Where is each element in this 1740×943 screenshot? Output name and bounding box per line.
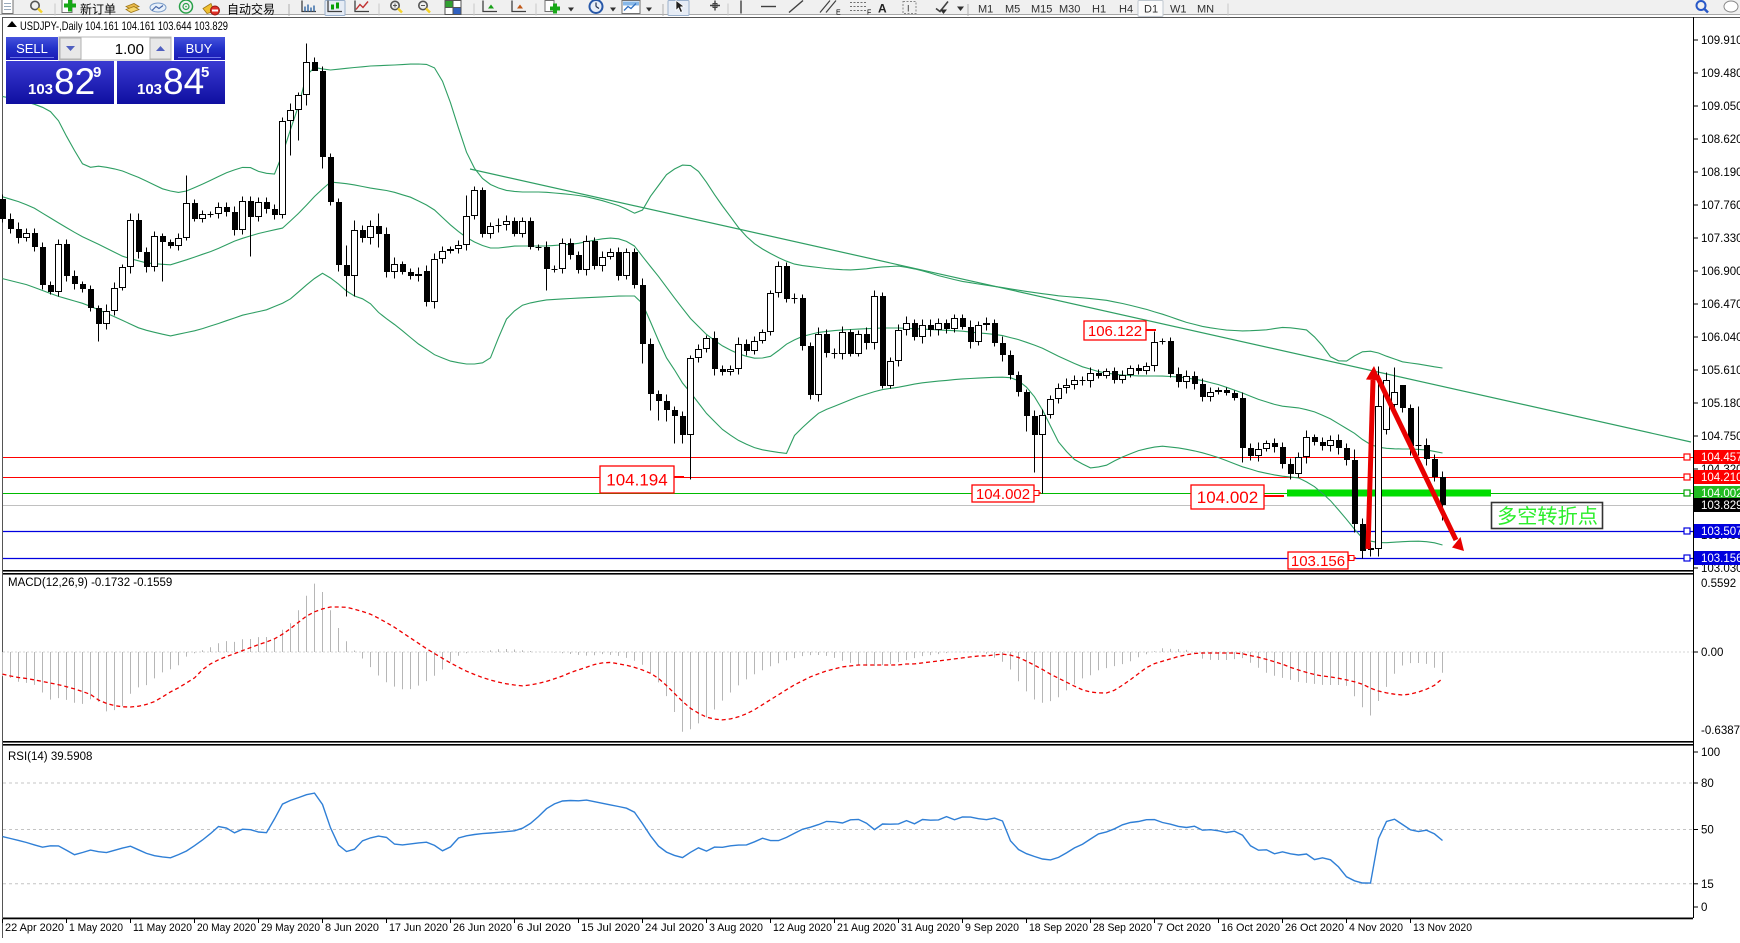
svg-text:31 Aug 2020: 31 Aug 2020 <box>901 922 960 934</box>
svg-text:新订单: 新订单 <box>80 2 116 17</box>
svg-text:F: F <box>867 10 871 17</box>
svg-text:3 Aug 2020: 3 Aug 2020 <box>709 922 763 934</box>
svg-text:M30: M30 <box>1059 4 1080 16</box>
svg-text:109.050: 109.050 <box>1701 101 1740 113</box>
svg-text:104.210: 104.210 <box>1701 472 1740 484</box>
svg-text:多空转折点: 多空转折点 <box>1497 505 1598 528</box>
svg-text:29 May 2020: 29 May 2020 <box>261 922 320 934</box>
svg-text:104.750: 104.750 <box>1701 431 1740 443</box>
svg-text:24 Jul 2020: 24 Jul 2020 <box>645 922 704 934</box>
svg-text:M15: M15 <box>1031 4 1052 16</box>
svg-text:103: 103 <box>28 81 53 98</box>
svg-text:13 Nov 2020: 13 Nov 2020 <box>1413 922 1472 934</box>
svg-text:M5: M5 <box>1005 4 1020 16</box>
svg-text:105.180: 105.180 <box>1701 398 1740 410</box>
svg-text:17 Jun 2020: 17 Jun 2020 <box>389 922 448 934</box>
svg-text:15: 15 <box>1701 879 1714 891</box>
svg-text:107.760: 107.760 <box>1701 200 1740 212</box>
svg-text:0.5592: 0.5592 <box>1701 578 1736 590</box>
svg-text:105.610: 105.610 <box>1701 365 1740 377</box>
svg-text:0: 0 <box>1701 902 1707 914</box>
svg-text:107.330: 107.330 <box>1701 233 1740 245</box>
svg-text:104.002: 104.002 <box>976 486 1030 503</box>
svg-text:0.00: 0.00 <box>1701 647 1723 659</box>
svg-text:MACD(12,26,9) -0.1732 -0.1559: MACD(12,26,9) -0.1732 -0.1559 <box>8 577 172 589</box>
svg-text:20 May 2020: 20 May 2020 <box>197 922 256 934</box>
svg-text:106.122: 106.122 <box>1088 323 1142 340</box>
svg-text:103.156: 103.156 <box>1291 553 1345 570</box>
svg-text:MN: MN <box>1197 4 1214 16</box>
svg-text:103.156: 103.156 <box>1701 553 1740 565</box>
svg-text:SELL: SELL <box>16 41 48 56</box>
svg-text:28 Sep 2020: 28 Sep 2020 <box>1093 922 1152 934</box>
svg-text:104.194: 104.194 <box>606 471 667 490</box>
svg-text:106.040: 106.040 <box>1701 332 1740 344</box>
svg-text:9 Sep 2020: 9 Sep 2020 <box>965 922 1019 934</box>
svg-text:自动交易: 自动交易 <box>227 2 275 17</box>
svg-text:5: 5 <box>201 64 209 81</box>
svg-text:109.480: 109.480 <box>1701 68 1740 80</box>
svg-text:104.457: 104.457 <box>1701 452 1740 464</box>
svg-text:26 Oct 2020: 26 Oct 2020 <box>1285 922 1344 934</box>
svg-text:11 May 2020: 11 May 2020 <box>133 922 192 934</box>
svg-text:109.910: 109.910 <box>1701 35 1740 47</box>
svg-text:103.030: 103.030 <box>1701 563 1740 575</box>
svg-text:USDJPY-,Daily 104.161 104.161: USDJPY-,Daily 104.161 104.161 103.644 10… <box>20 19 228 33</box>
svg-text:80: 80 <box>1701 778 1714 790</box>
svg-text:18 Sep 2020: 18 Sep 2020 <box>1029 922 1088 934</box>
svg-text:108.620: 108.620 <box>1701 134 1740 146</box>
svg-text:16 Oct 2020: 16 Oct 2020 <box>1221 922 1280 934</box>
svg-text:M1: M1 <box>978 4 993 16</box>
svg-text:H1: H1 <box>1092 4 1106 16</box>
svg-text:-0.6387: -0.6387 <box>1701 725 1740 737</box>
svg-text:106.470: 106.470 <box>1701 299 1740 311</box>
svg-text:22 Apr 2020: 22 Apr 2020 <box>5 922 64 934</box>
svg-text:A: A <box>878 2 887 16</box>
svg-text:100: 100 <box>1701 747 1720 759</box>
svg-text:12 Aug 2020: 12 Aug 2020 <box>773 922 832 934</box>
svg-text:26 Jun 2020: 26 Jun 2020 <box>453 922 512 934</box>
svg-text:104.002: 104.002 <box>1197 488 1258 507</box>
svg-text:8 Jun 2020: 8 Jun 2020 <box>325 922 379 934</box>
svg-text:106.900: 106.900 <box>1701 266 1740 278</box>
svg-text:7 Oct 2020: 7 Oct 2020 <box>1157 922 1211 934</box>
svg-text:82: 82 <box>54 61 95 102</box>
svg-text:4 Nov 2020: 4 Nov 2020 <box>1349 922 1403 934</box>
svg-text:D1: D1 <box>1144 4 1158 16</box>
svg-text:I: I <box>907 4 910 14</box>
svg-text:21 Aug 2020: 21 Aug 2020 <box>837 922 896 934</box>
svg-text:103: 103 <box>137 81 162 98</box>
svg-text:103.829: 103.829 <box>1701 500 1740 512</box>
svg-text:RSI(14) 39.5908: RSI(14) 39.5908 <box>8 751 92 763</box>
svg-text:E: E <box>836 10 841 17</box>
svg-text:BUY: BUY <box>186 41 213 56</box>
svg-text:50: 50 <box>1701 825 1714 837</box>
svg-text:108.190: 108.190 <box>1701 167 1740 179</box>
svg-text:15 Jul 2020: 15 Jul 2020 <box>581 922 640 934</box>
svg-text:84: 84 <box>163 61 204 102</box>
svg-text:1 May 2020: 1 May 2020 <box>69 922 123 934</box>
svg-text:9: 9 <box>93 64 101 81</box>
svg-text:1.00: 1.00 <box>115 41 144 58</box>
svg-text:W1: W1 <box>1170 4 1187 16</box>
svg-text:H4: H4 <box>1119 4 1133 16</box>
svg-text:6 Jul 2020: 6 Jul 2020 <box>517 922 571 934</box>
svg-text:104.002: 104.002 <box>1701 488 1740 500</box>
svg-text:103.507: 103.507 <box>1701 526 1740 538</box>
